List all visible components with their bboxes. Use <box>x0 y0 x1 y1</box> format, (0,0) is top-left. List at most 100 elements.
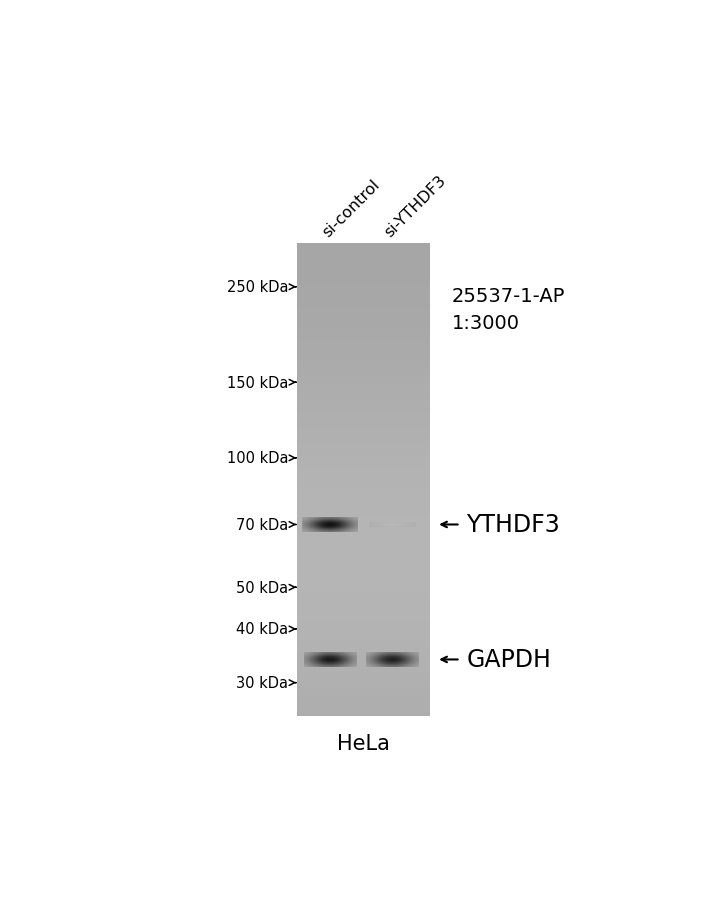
Bar <box>297 693 430 697</box>
Bar <box>297 541 430 546</box>
Text: 50 kDa: 50 kDa <box>237 580 288 595</box>
Bar <box>297 489 430 494</box>
Bar <box>297 248 430 253</box>
Bar <box>297 532 430 537</box>
Bar <box>297 281 430 286</box>
Bar <box>297 385 430 390</box>
Bar <box>297 569 430 575</box>
Bar <box>297 305 430 309</box>
Bar <box>297 550 430 556</box>
Bar <box>297 475 430 480</box>
Bar <box>297 556 430 560</box>
Bar <box>297 678 430 683</box>
Bar <box>297 503 430 508</box>
Bar <box>297 575 430 579</box>
Bar <box>297 452 430 456</box>
Text: 150 kDa: 150 kDa <box>227 375 288 391</box>
Bar <box>297 309 430 315</box>
Bar <box>297 560 430 565</box>
Bar <box>297 668 430 674</box>
Bar <box>297 300 430 305</box>
Bar <box>297 291 430 296</box>
Bar <box>297 414 430 419</box>
Bar <box>297 499 430 503</box>
Bar <box>297 607 430 612</box>
Bar <box>297 617 430 621</box>
Text: 30 kDa: 30 kDa <box>237 676 288 690</box>
Bar <box>297 494 430 499</box>
Bar <box>297 687 430 693</box>
Bar <box>297 712 430 716</box>
Text: 25537-1-AP
1:3000: 25537-1-AP 1:3000 <box>452 287 566 333</box>
Bar <box>297 484 430 489</box>
Bar <box>297 470 430 475</box>
Bar <box>297 390 430 395</box>
Bar <box>297 579 430 584</box>
Bar <box>297 659 430 664</box>
Bar <box>297 626 430 631</box>
Bar <box>297 343 430 347</box>
Bar <box>297 362 430 366</box>
Bar <box>297 527 430 532</box>
Bar <box>297 324 430 328</box>
Bar <box>297 446 430 452</box>
Bar <box>297 631 430 636</box>
Bar <box>297 437 430 442</box>
Bar <box>297 612 430 617</box>
Bar <box>297 353 430 357</box>
Bar <box>297 636 430 640</box>
Bar <box>297 409 430 414</box>
Bar <box>297 338 430 343</box>
Bar <box>297 683 430 687</box>
Bar <box>297 513 430 518</box>
Bar <box>297 395 430 400</box>
Bar <box>297 296 430 300</box>
Bar <box>297 262 430 267</box>
Text: www.ptglab.com: www.ptglab.com <box>328 465 366 557</box>
Bar <box>297 347 430 353</box>
Bar <box>297 253 430 258</box>
Bar <box>297 480 430 484</box>
Bar <box>297 319 430 324</box>
Bar <box>297 456 430 461</box>
Bar <box>297 433 430 437</box>
Bar <box>297 461 430 465</box>
Bar <box>297 621 430 626</box>
Text: GAPDH: GAPDH <box>466 648 551 672</box>
Bar <box>297 508 430 513</box>
Bar <box>297 315 430 319</box>
Bar <box>297 537 430 541</box>
Bar <box>297 697 430 702</box>
Text: si-control: si-control <box>320 178 382 240</box>
Bar <box>297 640 430 645</box>
Bar <box>297 603 430 607</box>
Bar <box>297 664 430 668</box>
Bar <box>297 465 430 470</box>
Bar <box>297 267 430 272</box>
Bar <box>297 272 430 277</box>
Bar <box>297 244 430 248</box>
Bar <box>297 584 430 588</box>
Bar <box>297 286 430 291</box>
Bar <box>297 419 430 423</box>
Bar <box>297 404 430 409</box>
Bar <box>297 518 430 522</box>
Bar <box>297 645 430 649</box>
Bar <box>297 277 430 281</box>
Bar <box>297 674 430 678</box>
Bar <box>297 376 430 381</box>
Bar <box>297 372 430 376</box>
Text: 70 kDa: 70 kDa <box>236 518 288 532</box>
Bar <box>297 702 430 706</box>
Bar <box>297 706 430 712</box>
Bar <box>297 357 430 362</box>
Bar <box>297 522 430 527</box>
Bar <box>297 381 430 385</box>
Bar <box>297 598 430 603</box>
Bar <box>297 442 430 446</box>
Text: HeLa: HeLa <box>337 733 389 753</box>
Text: 40 kDa: 40 kDa <box>237 621 288 637</box>
Bar <box>297 423 430 428</box>
Text: YTHDF3: YTHDF3 <box>466 513 560 537</box>
Bar <box>297 649 430 655</box>
